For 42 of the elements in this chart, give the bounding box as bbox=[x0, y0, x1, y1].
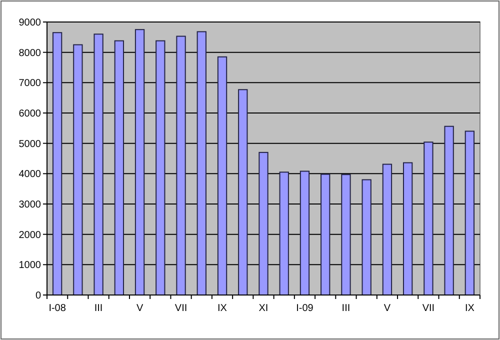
bar bbox=[403, 162, 413, 296]
y-tick-label: 2000 bbox=[18, 230, 42, 241]
bar bbox=[382, 164, 392, 296]
y-tick-label: 6000 bbox=[18, 108, 42, 120]
bar bbox=[258, 152, 268, 296]
y-tick-label: 9000 bbox=[18, 18, 42, 28]
y-tick-label: 0 bbox=[35, 290, 42, 302]
bar bbox=[444, 126, 454, 296]
x-tick-label: V bbox=[384, 303, 391, 314]
x-tick-label: VII bbox=[174, 303, 188, 314]
x-tick-label: V bbox=[136, 303, 144, 314]
x-tick-label: XI bbox=[258, 303, 268, 314]
x-tick-label: III bbox=[342, 303, 350, 314]
y-tick-label: 4000 bbox=[18, 169, 42, 180]
bar bbox=[196, 31, 206, 296]
y-tick-label: 8000 bbox=[18, 48, 42, 59]
bar bbox=[279, 172, 289, 296]
bar bbox=[94, 34, 104, 296]
bar bbox=[464, 130, 475, 296]
bar bbox=[362, 179, 372, 296]
y-tick-label: 3000 bbox=[18, 200, 42, 210]
bar bbox=[114, 40, 124, 296]
bar bbox=[424, 142, 434, 296]
bar bbox=[156, 40, 166, 296]
y-tick-label: 5000 bbox=[18, 138, 42, 150]
x-tick-label: VII bbox=[422, 303, 435, 314]
x-tick-label: IX bbox=[464, 303, 475, 314]
bar bbox=[341, 174, 351, 296]
x-tick-label: I-09 bbox=[296, 303, 314, 314]
y-tick-label: 1000 bbox=[18, 260, 42, 272]
x-tick-label: III bbox=[94, 303, 103, 314]
bar bbox=[320, 174, 330, 296]
bar bbox=[176, 36, 186, 296]
x-tick-label: IX bbox=[218, 303, 228, 314]
bar bbox=[238, 89, 248, 296]
x-tick-label: I-08 bbox=[48, 303, 66, 314]
bar bbox=[134, 29, 145, 296]
bar bbox=[73, 44, 83, 296]
bar bbox=[52, 32, 62, 296]
bar bbox=[217, 56, 228, 296]
bar bbox=[300, 170, 310, 296]
y-tick-label: 7000 bbox=[18, 78, 42, 90]
